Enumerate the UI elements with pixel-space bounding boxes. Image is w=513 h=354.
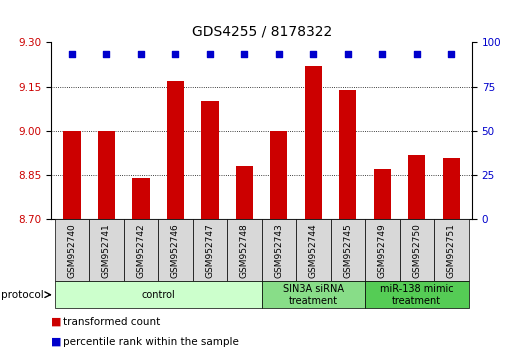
Text: GSM952748: GSM952748 bbox=[240, 223, 249, 278]
Bar bbox=[236, 166, 253, 219]
Point bbox=[378, 51, 386, 57]
Point bbox=[309, 51, 318, 57]
Bar bbox=[201, 102, 219, 219]
Text: control: control bbox=[141, 290, 175, 300]
Bar bbox=[64, 131, 81, 219]
Bar bbox=[443, 158, 460, 219]
Text: GSM952741: GSM952741 bbox=[102, 223, 111, 278]
Point bbox=[275, 51, 283, 57]
Point bbox=[137, 51, 145, 57]
Point bbox=[447, 51, 456, 57]
Text: GSM952743: GSM952743 bbox=[274, 223, 283, 278]
Bar bbox=[98, 131, 115, 219]
Text: GSM952745: GSM952745 bbox=[343, 223, 352, 278]
Bar bbox=[305, 66, 322, 219]
Bar bbox=[339, 90, 357, 219]
Point bbox=[240, 51, 248, 57]
Point bbox=[103, 51, 111, 57]
Point bbox=[412, 51, 421, 57]
Text: GSM952750: GSM952750 bbox=[412, 223, 421, 278]
Text: protocol: protocol bbox=[1, 290, 44, 300]
Text: GSM952747: GSM952747 bbox=[205, 223, 214, 278]
Point bbox=[344, 51, 352, 57]
Bar bbox=[373, 169, 391, 219]
Text: GSM952740: GSM952740 bbox=[68, 223, 76, 278]
Text: GSM952749: GSM952749 bbox=[378, 223, 387, 278]
Text: transformed count: transformed count bbox=[63, 317, 160, 327]
Point bbox=[68, 51, 76, 57]
Text: miR-138 mimic
treatment: miR-138 mimic treatment bbox=[380, 284, 453, 306]
Title: GDS4255 / 8178322: GDS4255 / 8178322 bbox=[191, 24, 332, 39]
Text: GSM952746: GSM952746 bbox=[171, 223, 180, 278]
Text: GSM952751: GSM952751 bbox=[447, 223, 456, 278]
Bar bbox=[270, 131, 287, 219]
Bar bbox=[132, 178, 150, 219]
Point bbox=[206, 51, 214, 57]
Point bbox=[171, 51, 180, 57]
Text: ■: ■ bbox=[51, 337, 62, 347]
Text: ■: ■ bbox=[51, 317, 62, 327]
Bar bbox=[167, 81, 184, 219]
Bar bbox=[408, 155, 425, 219]
Text: GSM952744: GSM952744 bbox=[309, 223, 318, 278]
Text: percentile rank within the sample: percentile rank within the sample bbox=[63, 337, 239, 347]
Text: GSM952742: GSM952742 bbox=[136, 223, 146, 278]
Text: SIN3A siRNA
treatment: SIN3A siRNA treatment bbox=[283, 284, 344, 306]
